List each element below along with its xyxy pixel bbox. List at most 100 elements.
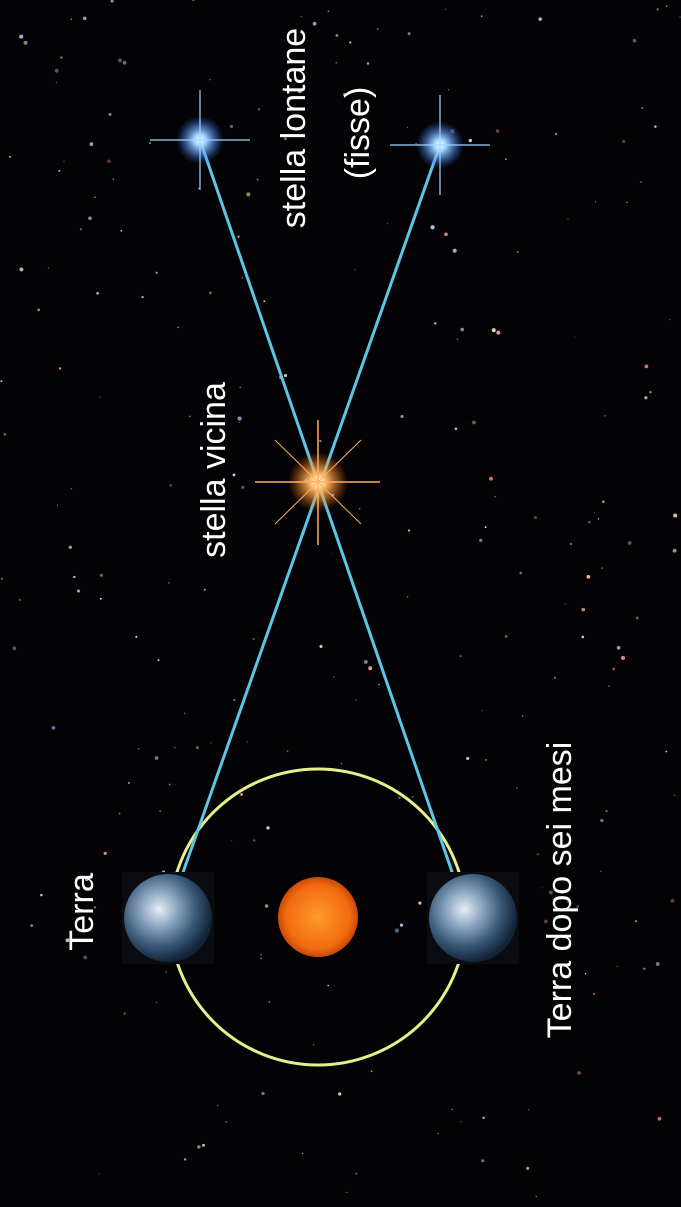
background-star [673,549,677,553]
background-star [210,742,211,743]
background-star [654,125,657,128]
background-star [40,894,42,896]
background-star [197,1145,200,1148]
background-star [400,415,403,418]
background-star [485,526,487,528]
background-star [169,484,172,487]
background-star [460,1121,462,1123]
background-star [209,79,210,80]
background-star [444,233,448,237]
background-star [104,852,107,855]
background-star [169,784,171,786]
background-star [633,39,637,43]
background-star [472,421,476,425]
background-star [239,422,240,423]
background-star [522,715,523,716]
background-star [519,572,522,575]
background-star [538,17,541,20]
background-star [656,962,660,966]
background-star [241,486,244,489]
background-star [77,589,80,592]
background-star [123,61,127,65]
background-star [644,364,648,368]
background-star [155,272,157,274]
background-star [496,129,499,132]
background-star [184,1158,186,1160]
earth [124,874,212,962]
background-star [608,685,609,686]
background-star [577,1071,581,1075]
background-star [155,756,159,760]
background-star [107,159,111,163]
background-star [595,201,596,202]
background-star [59,367,61,369]
background-star [336,34,339,37]
background-star [238,417,242,421]
background-star [494,496,496,498]
background-star [55,69,59,73]
earth-later-label: Terra dopo sei mesi [541,742,579,1039]
background-star [398,796,401,799]
background-star [73,576,75,578]
background-star [455,427,458,430]
background-star [674,794,676,796]
background-star [96,292,99,295]
background-star [319,645,322,648]
background-star [587,575,591,579]
background-star [567,218,569,220]
background-star [233,699,235,701]
background-star [452,1109,453,1110]
background-star [71,488,73,490]
background-star [284,374,287,377]
background-star [69,546,72,549]
background-star [469,139,472,142]
background-star [265,904,269,908]
background-star [364,660,368,664]
background-star [319,440,321,442]
near-star-label: stella vicina [195,382,233,558]
background-star [266,826,269,829]
background-star [253,638,255,640]
background-star [600,871,601,872]
background-star [149,142,151,144]
background-star [56,82,58,84]
background-star [636,617,639,620]
background-star [496,331,500,335]
background-star [168,582,169,583]
background-star [377,28,379,30]
background-star [260,957,262,959]
background-star [174,747,175,748]
background-star [536,1196,537,1197]
background-star [184,713,185,714]
background-star [257,178,259,180]
background-star [481,1159,484,1162]
background-star [1,578,3,580]
background-star [231,840,232,841]
background-star [157,659,159,661]
background-star [349,41,351,43]
background-star [665,751,667,753]
far-stars-label: stella lontane [275,28,313,228]
background-star [643,968,645,970]
background-star [57,505,58,506]
background-star [159,810,161,812]
background-star [669,319,670,320]
background-star [204,589,206,591]
background-star [128,782,130,784]
background-star [0,380,2,382]
background-star [354,269,355,270]
background-star [237,236,239,238]
earth-later [429,874,517,962]
background-star [90,142,94,146]
background-star [18,599,20,601]
background-star [301,16,302,17]
background-star [593,993,595,995]
background-star [100,397,101,398]
background-star [217,1105,219,1107]
sun [278,877,358,957]
background-star [30,924,33,927]
background-star [141,296,143,298]
background-star [482,710,483,711]
background-star [565,603,566,604]
background-star [48,267,49,268]
